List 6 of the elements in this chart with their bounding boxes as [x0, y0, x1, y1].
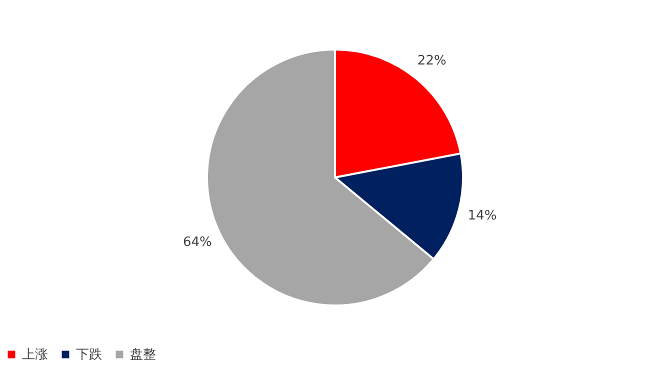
legend-label: 盘整	[130, 348, 156, 363]
legend-label: 下跌	[76, 348, 102, 363]
data-label: 22%	[417, 53, 446, 68]
data-label: 14%	[468, 208, 497, 224]
legend-label: 上涨	[22, 348, 48, 363]
data-label: 64%	[183, 235, 212, 250]
